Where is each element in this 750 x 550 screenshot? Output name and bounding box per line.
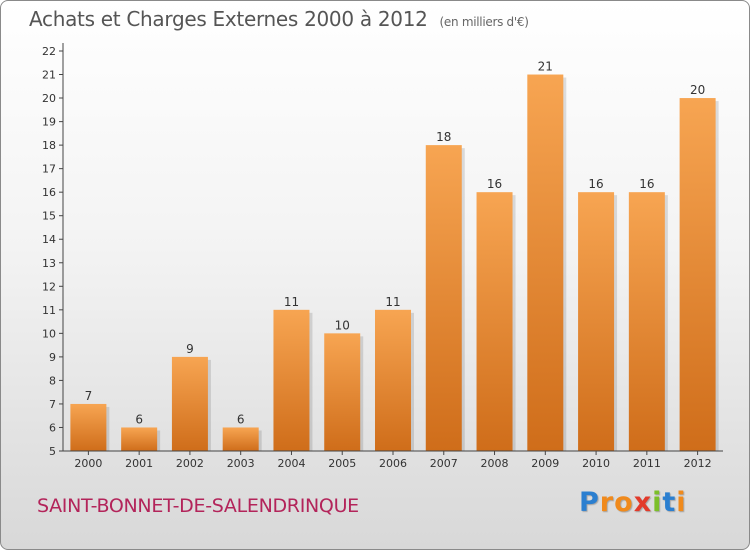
bar [273,309,310,451]
x-tick-label: 2012 [684,457,712,470]
bar-value-label: 16 [487,177,502,191]
x-tick-label: 2009 [531,457,559,470]
proxiti-logo: Proxiti [579,487,687,518]
y-tick-label: 13 [42,257,56,270]
x-tick-label: 2008 [481,457,509,470]
y-tick-label: 7 [49,398,56,411]
bar-value-label: 6 [135,412,143,426]
x-tick-label: 2001 [125,457,153,470]
y-tick-label: 12 [42,280,56,293]
y-tick-label: 8 [49,374,56,387]
y-tick-label: 16 [42,186,56,199]
y-tick-label: 22 [42,45,56,58]
x-tick-label: 2002 [176,457,204,470]
bar-value-label: 9 [186,342,194,356]
bar [476,192,513,452]
logo-letter: P [579,487,600,518]
bar [171,356,208,451]
x-tick-label: 2010 [582,457,610,470]
logo-letter: i [652,487,663,518]
bar-value-label: 11 [284,295,299,309]
y-tick-label: 10 [42,327,56,340]
logo-letter: x [633,487,653,518]
bar [222,427,259,451]
y-tick-label: 5 [49,445,56,458]
commune-name: SAINT-BONNET-DE-SALENDRINQUE [37,495,359,517]
bar [628,192,665,452]
bar [578,192,615,452]
x-tick-label: 2000 [74,457,102,470]
y-tick-label: 20 [42,92,56,105]
bar-value-label: 11 [385,295,400,309]
bar [527,74,564,451]
x-tick-label: 2003 [227,457,255,470]
chart-title-text: Achats et Charges Externes 2000 à 2012 [29,7,428,31]
y-tick-label: 11 [42,304,56,317]
y-tick-label: 6 [49,421,56,434]
bar [324,333,361,451]
bar-value-label: 6 [237,412,245,426]
chart-title: Achats et Charges Externes 2000 à 2012 (e… [29,7,529,31]
bar [70,403,107,451]
y-tick-label: 19 [42,116,56,129]
y-tick-label: 14 [42,233,56,246]
logo-letter: o [614,487,634,518]
logo-letter: r [599,487,615,518]
bar-value-label: 16 [588,177,603,191]
bar-value-label: 21 [538,60,553,74]
bar-value-label: 16 [639,177,654,191]
bar-value-label: 10 [335,318,350,332]
bar [375,309,411,451]
chart-subtitle: (en milliers d'€) [439,15,529,29]
bar-value-label: 7 [85,389,93,403]
y-tick-label: 17 [42,163,56,176]
x-tick-label: 2005 [328,457,356,470]
bar [121,427,158,451]
bar-value-label: 18 [436,130,451,144]
y-tick-label: 21 [42,69,56,82]
logo-letter: i [676,487,687,518]
y-tick-label: 15 [42,210,56,223]
logo-letter: t [662,487,677,518]
y-tick-label: 18 [42,139,56,152]
bar [425,145,462,451]
x-tick-label: 2007 [430,457,458,470]
x-tick-label: 2011 [633,457,661,470]
y-tick-label: 9 [49,351,56,364]
bar [679,98,716,451]
x-tick-label: 2006 [379,457,407,470]
x-tick-label: 2004 [277,457,305,470]
bar-value-label: 20 [690,83,705,97]
